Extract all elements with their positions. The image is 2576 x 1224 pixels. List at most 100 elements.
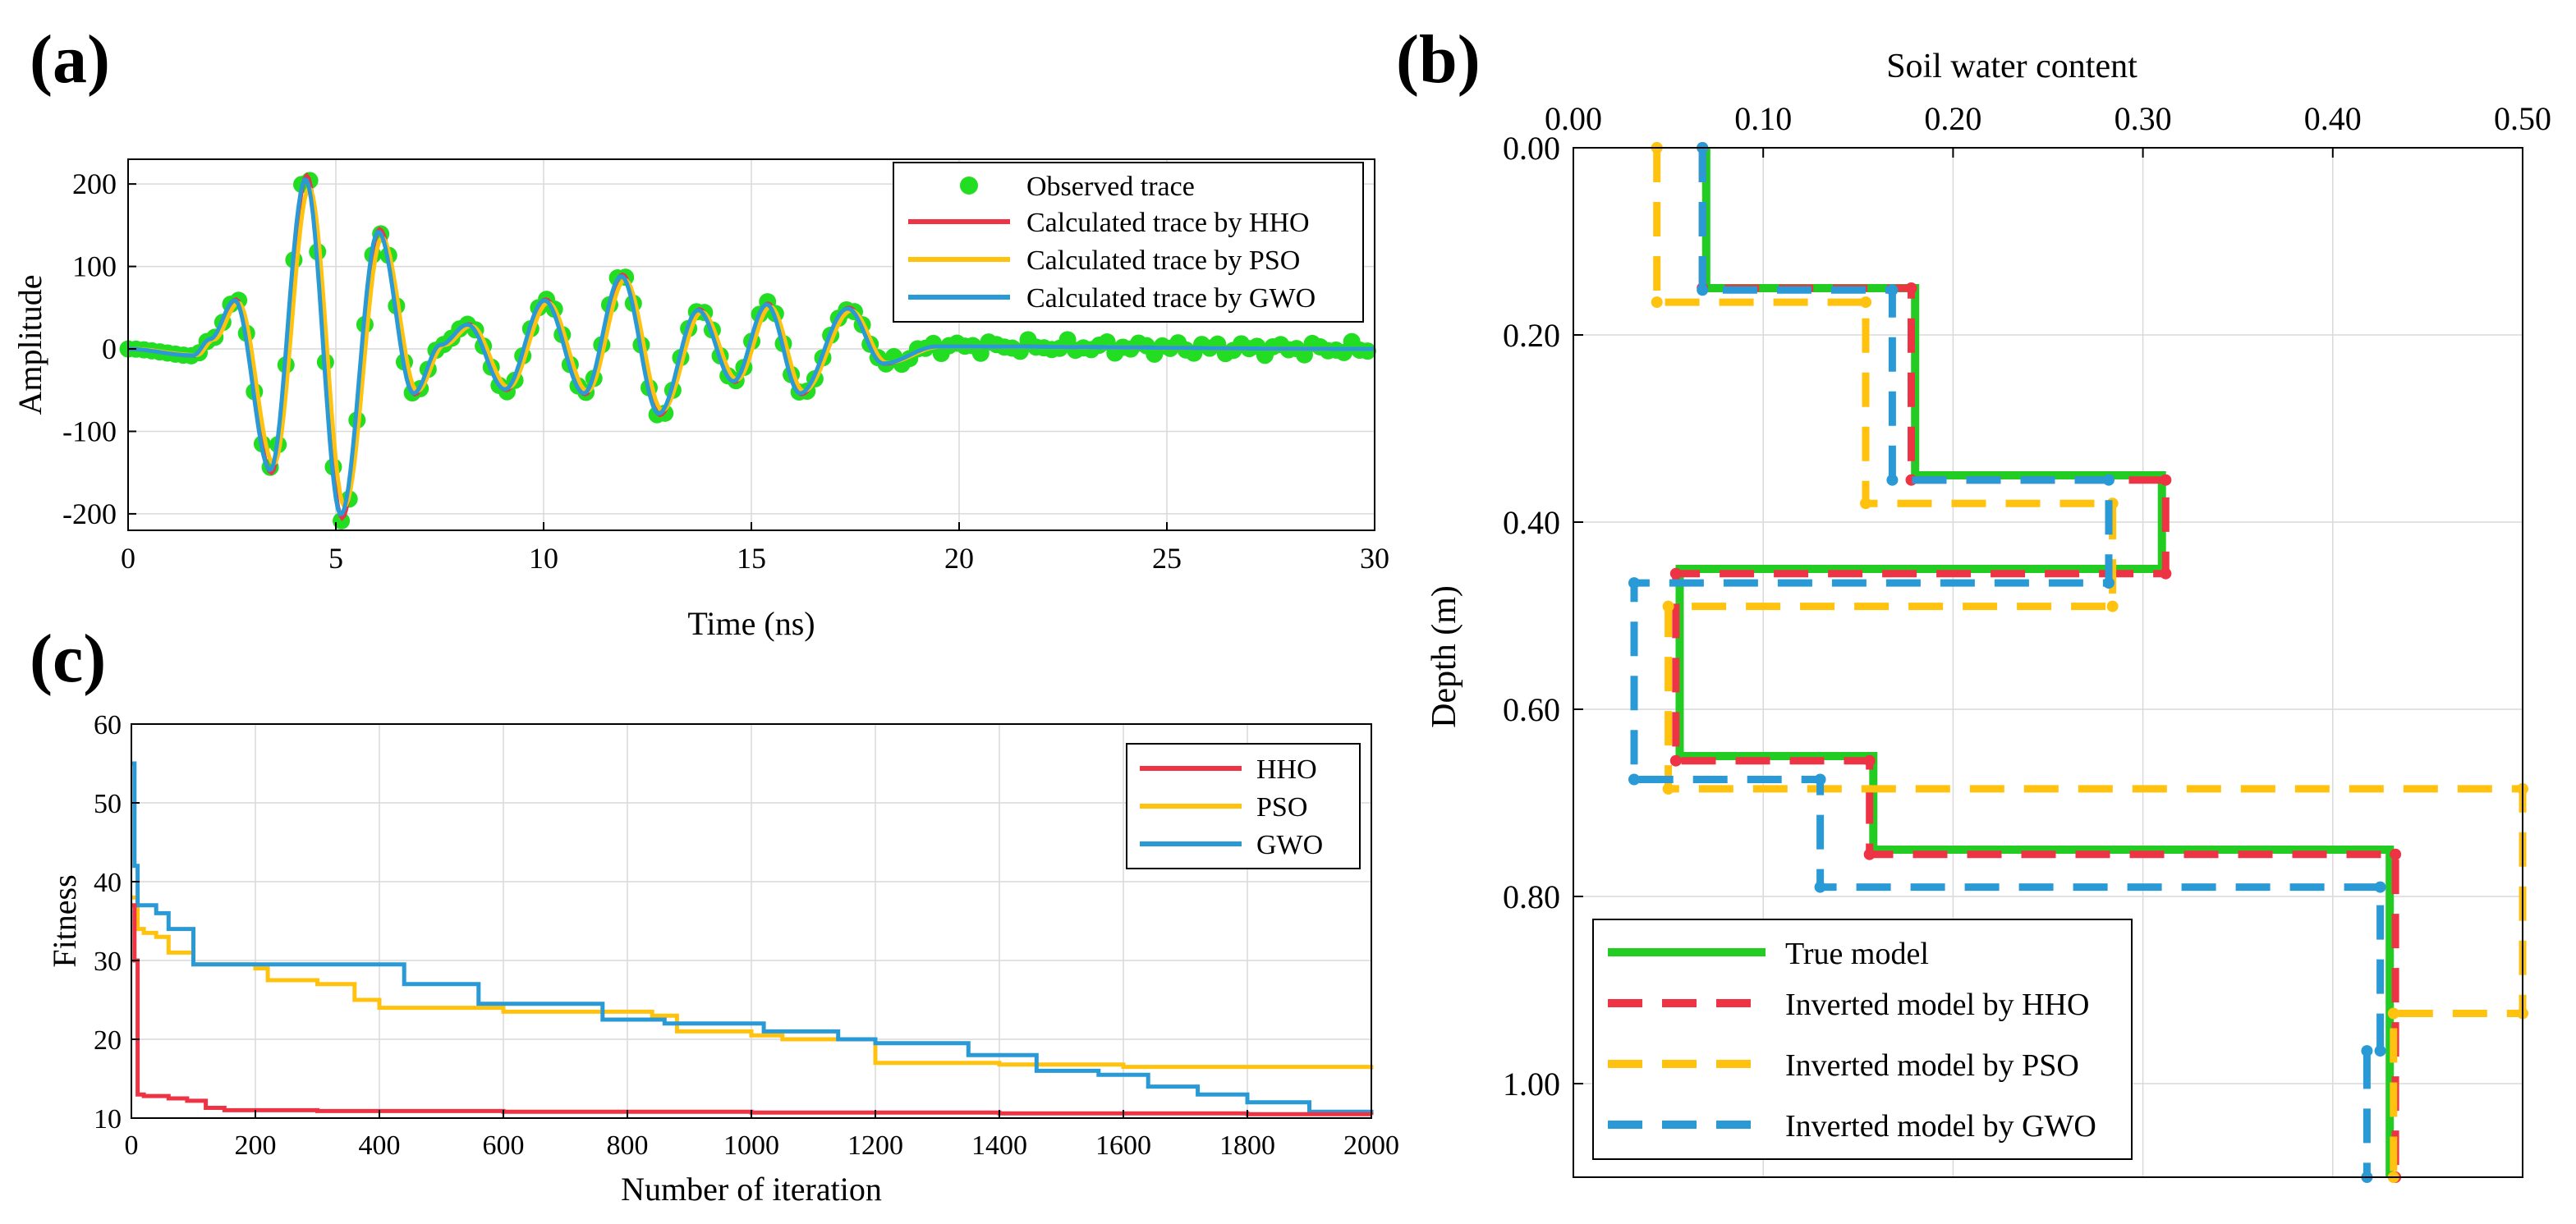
panel-b-xtick-label: 0.30 bbox=[2115, 100, 2172, 137]
panel-b-legend: True model Inverted model by HHO Inverte… bbox=[1592, 919, 2133, 1160]
panel-b-legend-box bbox=[1592, 919, 2133, 1160]
panel-b-series-gwo bbox=[1630, 148, 2385, 1177]
panel-a-ytick-label: 0 bbox=[102, 332, 117, 365]
panel-a-ylabel: Amplitude bbox=[11, 274, 48, 415]
panel-a-ytick-label: 100 bbox=[72, 250, 117, 283]
panel-a-xtick-label: 0 bbox=[121, 542, 135, 575]
panel-b-ytick-label: 1.00 bbox=[1503, 1066, 1560, 1103]
panel-c-series-gwo bbox=[131, 761, 1374, 1115]
panel-b-vertex-marker bbox=[1863, 754, 1876, 767]
panel-c-legend-box bbox=[1126, 743, 1361, 869]
panel-b-vertex-marker bbox=[1669, 754, 1682, 767]
panel-b-ytick-label: 0.20 bbox=[1503, 317, 1560, 354]
panel-a-xtick-label: 15 bbox=[737, 542, 766, 575]
panel-a-label: (a) bbox=[30, 21, 110, 98]
panel-a-ytick-label: 200 bbox=[72, 167, 117, 200]
panel-b-vertex-marker bbox=[1662, 600, 1674, 612]
panel-b-xtick-label: 0.40 bbox=[2304, 100, 2362, 137]
panel-b-xtick-label: 0.00 bbox=[1545, 100, 1602, 137]
panel-c-xtick-label: 200 bbox=[235, 1130, 277, 1161]
panel-b-vertex-marker bbox=[1863, 848, 1876, 860]
panel-c-xtick-label: 1800 bbox=[1219, 1130, 1275, 1161]
panel-a: (a) 0 5 10 15 20 25 30 -200 -100 0 100 200 Time (ns… bbox=[11, 21, 1389, 642]
panel-b-vertex-marker bbox=[1628, 577, 1640, 589]
legend-hho-label: HHO bbox=[1256, 754, 1317, 785]
panel-b: (b) Soil water content 0.00 0.10 0.20 0.30 0… bbox=[1396, 21, 2551, 1183]
panel-b-vertex-marker bbox=[1860, 296, 1872, 309]
panel-b-xtick-label: 0.50 bbox=[2494, 100, 2551, 137]
legend-gwo-label: Inverted model by GWO bbox=[1785, 1109, 2096, 1144]
panel-b-ytick-label: 0.80 bbox=[1503, 878, 1560, 915]
panel-b-ytick-label: 0.60 bbox=[1503, 691, 1560, 728]
panel-b-vertex-marker bbox=[2390, 848, 2402, 860]
panel-b-vertex-marker bbox=[1662, 782, 1674, 795]
panel-c-xtick-label: 2000 bbox=[1343, 1130, 1399, 1161]
panel-b-vertex-marker bbox=[1651, 296, 1663, 309]
panel-c-xtick-label: 0 bbox=[125, 1130, 139, 1161]
legend-pso-label: Calculated trace by PSO bbox=[1026, 245, 1300, 276]
panel-b-vertex-marker bbox=[2160, 474, 2172, 486]
panel-a-ticks: 0 5 10 15 20 25 30 -200 -100 0 100 200 bbox=[62, 167, 1389, 575]
panel-c-xtick-label: 600 bbox=[483, 1130, 525, 1161]
panel-a-xlabel: Time (ns) bbox=[687, 605, 815, 642]
panel-b-vertex-marker bbox=[2160, 567, 2172, 580]
panel-a-ytick-label: -100 bbox=[62, 415, 117, 447]
panel-c-xlabel: Number of iteration bbox=[621, 1171, 882, 1208]
legend-gwo-label: Calculated trace by GWO bbox=[1026, 283, 1316, 314]
panel-b-vertex-marker bbox=[1886, 474, 1899, 486]
panel-a-xtick-label: 30 bbox=[1360, 542, 1389, 575]
panel-b-ticks: 0.00 0.10 0.20 0.30 0.40 0.50 0.00 0.20 0.40 0.60… bbox=[1503, 100, 2551, 1103]
panel-a-ytick-label: -200 bbox=[62, 497, 117, 530]
panel-b-xtick-label: 0.10 bbox=[1734, 100, 1792, 137]
panel-b-vertex-marker bbox=[2374, 881, 2386, 893]
panel-c-ytick-label: 40 bbox=[94, 868, 122, 898]
legend-observed-label: Observed trace bbox=[1026, 172, 1195, 202]
observed-trace-marker bbox=[1358, 342, 1376, 360]
panel-a-xtick-label: 20 bbox=[944, 542, 974, 575]
panel-c: (c) 0 200 400 600 800 1000 1200 1400 1600 1800 200… bbox=[30, 621, 1399, 1208]
panel-b-series-true-model bbox=[1675, 148, 2395, 1177]
panel-a-xtick-label: 5 bbox=[328, 542, 343, 575]
panel-b-vertex-marker bbox=[1860, 497, 1872, 510]
panel-c-legend: HHO PSO GWO bbox=[1126, 743, 1361, 869]
panel-c-label: (c) bbox=[30, 621, 106, 697]
panel-c-ticks: 0 200 400 600 800 1000 1200 1400 1600 1800 2000 10 2… bbox=[94, 710, 1399, 1161]
panel-c-xtick-label: 800 bbox=[607, 1130, 649, 1161]
panel-b-vertex-marker bbox=[1669, 567, 1682, 580]
panel-b-ytick-label: 0.00 bbox=[1503, 130, 1560, 167]
legend-gwo-label: GWO bbox=[1256, 830, 1323, 860]
panel-c-ytick-label: 10 bbox=[94, 1104, 122, 1135]
panel-b-vertex-marker bbox=[2102, 474, 2115, 486]
panel-c-xtick-label: 1600 bbox=[1095, 1130, 1151, 1161]
panel-b-vertex-marker bbox=[2374, 1045, 2386, 1057]
panel-b-vertex-marker bbox=[1814, 881, 1826, 893]
panel-b-xtick-label: 0.20 bbox=[1924, 100, 1981, 137]
legend-true-model-label: True model bbox=[1785, 937, 1929, 971]
panel-b-ytick-label: 0.40 bbox=[1503, 504, 1560, 541]
panel-b-axes-box bbox=[1573, 147, 2523, 1178]
panel-b-label: (b) bbox=[1396, 21, 1481, 98]
legend-observed-marker bbox=[960, 176, 978, 195]
panel-c-ytick-label: 20 bbox=[94, 1025, 122, 1056]
panel-b-vertex-marker bbox=[2387, 1007, 2399, 1020]
panel-b-vertex-marker bbox=[1697, 284, 1709, 296]
panel-b-xlabel: Soil water content bbox=[1886, 48, 2137, 85]
panel-b-vertex-marker bbox=[1905, 282, 1917, 294]
panel-b-vertex-marker bbox=[2102, 577, 2115, 589]
panel-a-legend: Observed trace Calculated trace by HHO C… bbox=[893, 162, 1364, 323]
panel-a-series-gwo bbox=[127, 176, 1375, 517]
legend-hho-label: Inverted model by HHO bbox=[1785, 988, 2089, 1022]
panel-a-xtick-label: 10 bbox=[529, 542, 558, 575]
legend-pso-label: Inverted model by PSO bbox=[1785, 1048, 2079, 1083]
panel-a-xtick-label: 25 bbox=[1152, 542, 1182, 575]
panel-b-vertex-marker bbox=[2361, 1045, 2373, 1057]
panel-b-ylabel: Depth (m) bbox=[1426, 585, 1463, 728]
panel-c-xtick-label: 1200 bbox=[847, 1130, 903, 1161]
panel-b-vertex-marker bbox=[1886, 284, 1899, 296]
panel-b-vertex-marker bbox=[1628, 773, 1640, 786]
panel-c-ytick-label: 60 bbox=[94, 710, 122, 740]
panel-c-xtick-label: 400 bbox=[359, 1130, 401, 1161]
panel-c-ytick-label: 50 bbox=[94, 789, 122, 819]
panel-c-ytick-label: 30 bbox=[94, 947, 122, 977]
